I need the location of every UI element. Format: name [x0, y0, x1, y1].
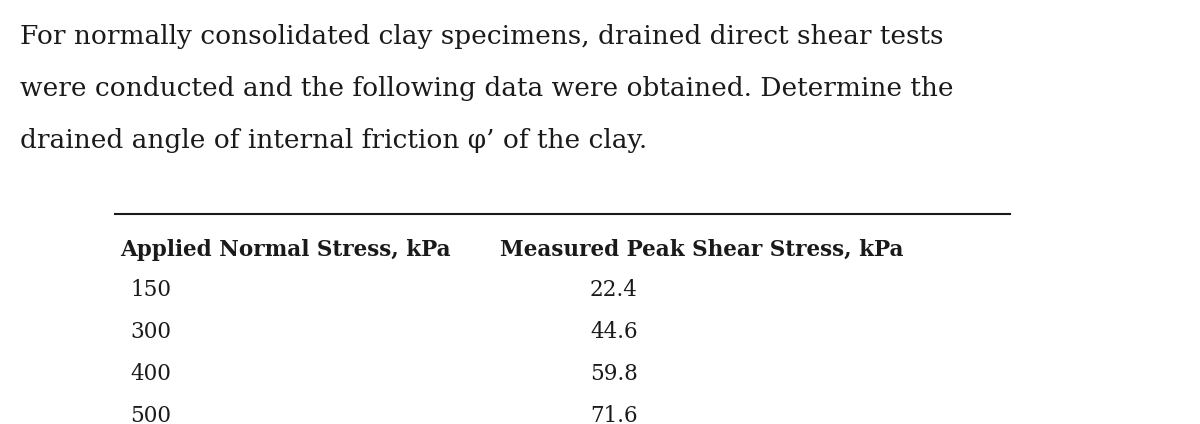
Text: Measured Peak Shear Stress, kPa: Measured Peak Shear Stress, kPa: [500, 239, 904, 261]
Text: 71.6: 71.6: [590, 405, 637, 424]
Text: 400: 400: [130, 363, 170, 385]
Text: 500: 500: [130, 405, 172, 424]
Text: drained angle of internal friction φ’ of the clay.: drained angle of internal friction φ’ of…: [20, 128, 647, 153]
Text: 150: 150: [130, 279, 172, 301]
Text: 22.4: 22.4: [590, 279, 638, 301]
Text: 59.8: 59.8: [590, 363, 638, 385]
Text: 300: 300: [130, 321, 172, 343]
Text: For normally consolidated clay specimens, drained direct shear tests: For normally consolidated clay specimens…: [20, 24, 943, 49]
Text: 44.6: 44.6: [590, 321, 637, 343]
Text: Applied Normal Stress, kPa: Applied Normal Stress, kPa: [120, 239, 451, 261]
Text: were conducted and the following data were obtained. Determine the: were conducted and the following data we…: [20, 76, 954, 101]
